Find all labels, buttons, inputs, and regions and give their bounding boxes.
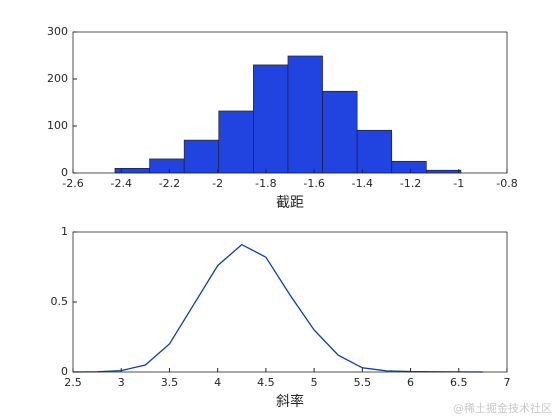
x-tick-label: -1.8 bbox=[255, 177, 276, 190]
bar bbox=[356, 129, 393, 174]
axes-box bbox=[72, 31, 508, 174]
y-tick-label: 0.5 bbox=[51, 295, 69, 308]
x-axis-label: 斜率 bbox=[276, 393, 304, 410]
x-axis-label: 截距 bbox=[276, 195, 304, 211]
bar bbox=[149, 158, 185, 174]
bar bbox=[287, 55, 323, 174]
x-tick-label: 2.5 bbox=[64, 376, 82, 389]
x-tick-label: -0.8 bbox=[496, 177, 517, 190]
y-tick-label: 0 bbox=[61, 365, 68, 378]
x-tick-label: -1.6 bbox=[303, 177, 324, 190]
x-tick-label: -2.6 bbox=[62, 177, 83, 190]
x-tick-label: 7 bbox=[504, 376, 511, 389]
x-tick-label: -1 bbox=[453, 177, 464, 190]
bar bbox=[391, 160, 427, 174]
x-tick-label: 3 bbox=[118, 376, 125, 389]
x-tick-label: 4.5 bbox=[257, 376, 275, 389]
bar bbox=[218, 110, 254, 174]
x-tick-label: 6.5 bbox=[450, 376, 468, 389]
x-tick-label: 4 bbox=[214, 376, 221, 389]
x-tick-label: -1.4 bbox=[352, 177, 373, 190]
bar bbox=[426, 169, 462, 174]
y-tick-label: 200 bbox=[47, 72, 68, 85]
bar bbox=[322, 90, 358, 174]
x-tick-label: -1.2 bbox=[400, 177, 421, 190]
watermark: @稀土掘金技术社区 bbox=[453, 401, 552, 415]
y-tick-label: 100 bbox=[47, 119, 68, 132]
x-tick-label: -2 bbox=[212, 177, 223, 190]
y-tick-label: 1 bbox=[61, 225, 68, 238]
x-tick-label: -2.2 bbox=[159, 177, 180, 190]
x-tick-label: 5 bbox=[311, 376, 318, 389]
bar bbox=[183, 139, 220, 174]
x-tick-label: 6 bbox=[407, 376, 414, 389]
y-tick-label: 300 bbox=[47, 25, 68, 38]
bar bbox=[114, 168, 150, 174]
y-tick-label: 0 bbox=[61, 166, 68, 179]
x-tick-label: 5.5 bbox=[354, 376, 372, 389]
x-tick-label: -2.4 bbox=[110, 177, 131, 190]
axes-box bbox=[72, 231, 508, 373]
bar bbox=[253, 64, 289, 174]
line bbox=[72, 243, 483, 373]
x-tick-label: 3.5 bbox=[161, 376, 179, 389]
